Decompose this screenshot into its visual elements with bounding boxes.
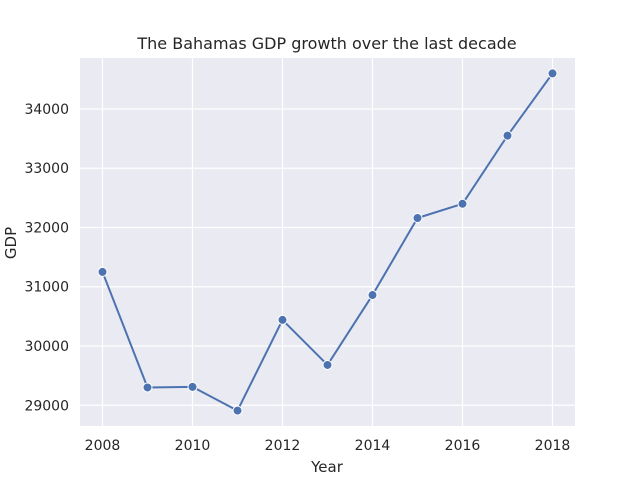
data-point [187, 381, 198, 392]
y-tick-label: 34000 [24, 102, 69, 118]
data-point [232, 405, 243, 416]
grid-lines [80, 58, 575, 426]
y-axis-label: GDP [2, 227, 20, 259]
data-point [412, 213, 423, 223]
data-point [322, 359, 333, 370]
data-point [367, 290, 378, 301]
data-point [502, 130, 513, 141]
series-layer [97, 68, 558, 416]
x-axis-label: Year [310, 458, 344, 476]
data-point [142, 382, 153, 393]
x-tick-labels: 2008 2010 2012 2014 2016 2018 [85, 438, 571, 454]
y-tick-label: 30000 [24, 339, 69, 355]
data-point [277, 314, 288, 325]
y-tick-label: 29000 [24, 398, 69, 414]
x-tick-label: 2018 [535, 438, 571, 454]
x-tick-label: 2016 [445, 438, 481, 454]
y-tick-label: 32000 [24, 220, 69, 236]
data-point [457, 198, 468, 209]
x-tick-label: 2008 [85, 438, 121, 454]
chart-title: The Bahamas GDP growth over the last dec… [136, 34, 516, 53]
y-tick-label: 33000 [24, 161, 69, 177]
plot-area [80, 58, 575, 426]
data-point [97, 266, 108, 277]
data-point [547, 68, 558, 79]
x-tick-label: 2010 [175, 438, 211, 454]
x-tick-label: 2014 [355, 438, 391, 454]
y-tick-labels: 29000 30000 31000 32000 33000 34000 [24, 102, 69, 414]
x-tick-label: 2012 [265, 438, 301, 454]
y-tick-label: 31000 [24, 280, 69, 296]
